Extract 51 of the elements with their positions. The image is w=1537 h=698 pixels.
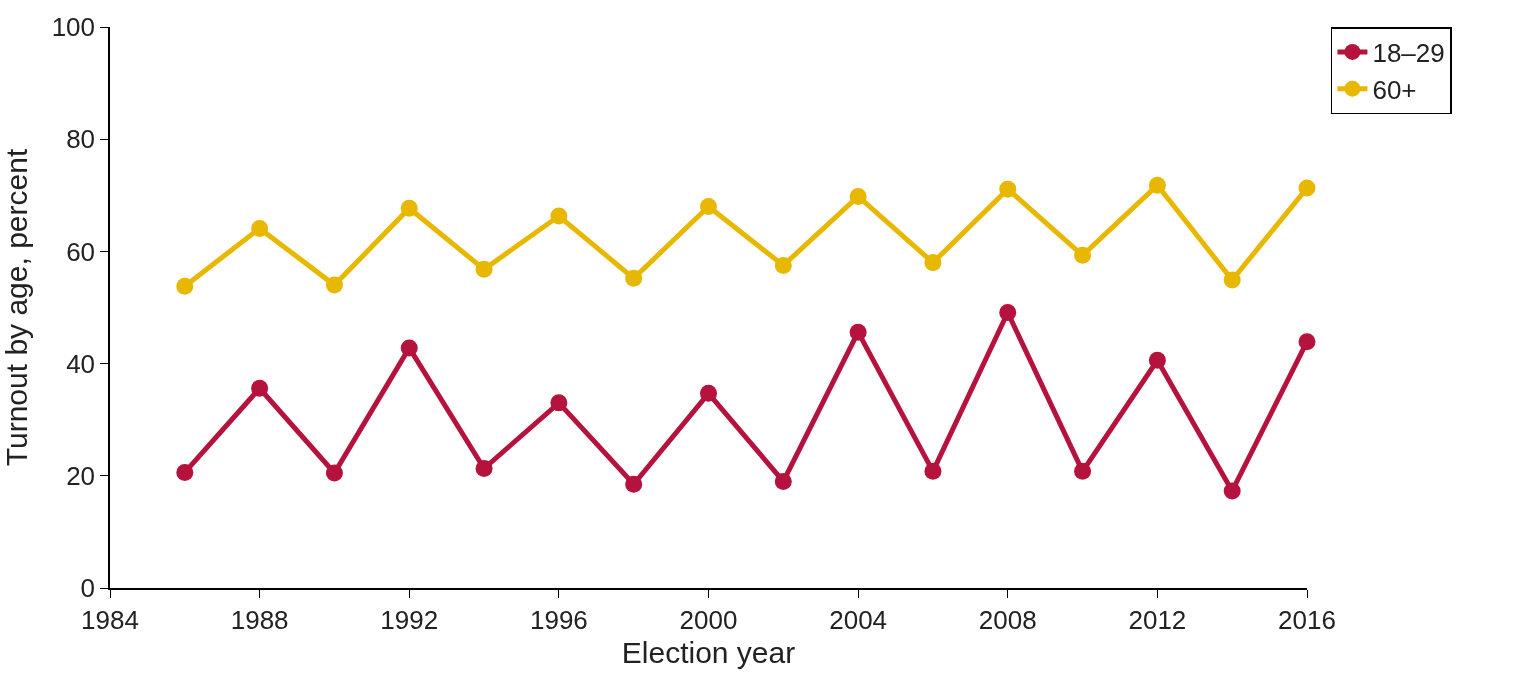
point [774,472,792,490]
point [700,198,717,216]
point [1074,462,1092,480]
legend-label: 18–29 [1372,38,1445,69]
x-tick-label: 1988 [230,604,289,635]
point [999,180,1017,198]
point [625,475,643,493]
point [400,199,418,217]
point [924,462,942,480]
point [475,460,493,477]
point [550,394,568,412]
point [1223,482,1241,500]
point [625,269,643,287]
point [1298,179,1316,197]
x-tick-label: 1996 [529,604,588,635]
point [999,304,1017,322]
x-tick-label: 1992 [380,604,439,635]
x-tick-label: 2012 [1128,604,1187,635]
x-tick-label: 2000 [679,604,738,635]
x-tick-label: 2008 [978,604,1037,635]
point [1148,351,1166,369]
point [325,276,343,294]
x-axis-title: Election year [621,635,796,669]
point [849,187,867,205]
y-tick-label: 60 [66,236,96,267]
y-tick-label: 20 [66,460,96,491]
point [774,256,792,274]
y-tick-label: 40 [66,348,96,379]
point [1148,176,1166,194]
x-tick-label: 2004 [829,604,888,635]
y-tick-label: 80 [66,124,96,155]
point [924,254,942,272]
x-tick-label: 1984 [81,604,139,635]
point [176,463,194,481]
y-tick-label: 100 [51,12,96,43]
point [1223,271,1241,289]
point [1298,333,1316,351]
point [325,464,343,482]
point [176,277,194,295]
x-tick-label: 2016 [1278,604,1336,635]
point [400,339,418,357]
y-axis-title: Turnout by age, percent [0,148,34,467]
point [251,219,269,237]
point [475,260,493,278]
point [1074,246,1092,264]
y-tick-label: 0 [80,573,96,604]
point [849,323,867,341]
point [251,379,269,397]
legend-label: 60+ [1372,74,1417,105]
point [550,207,568,225]
point [700,384,717,402]
